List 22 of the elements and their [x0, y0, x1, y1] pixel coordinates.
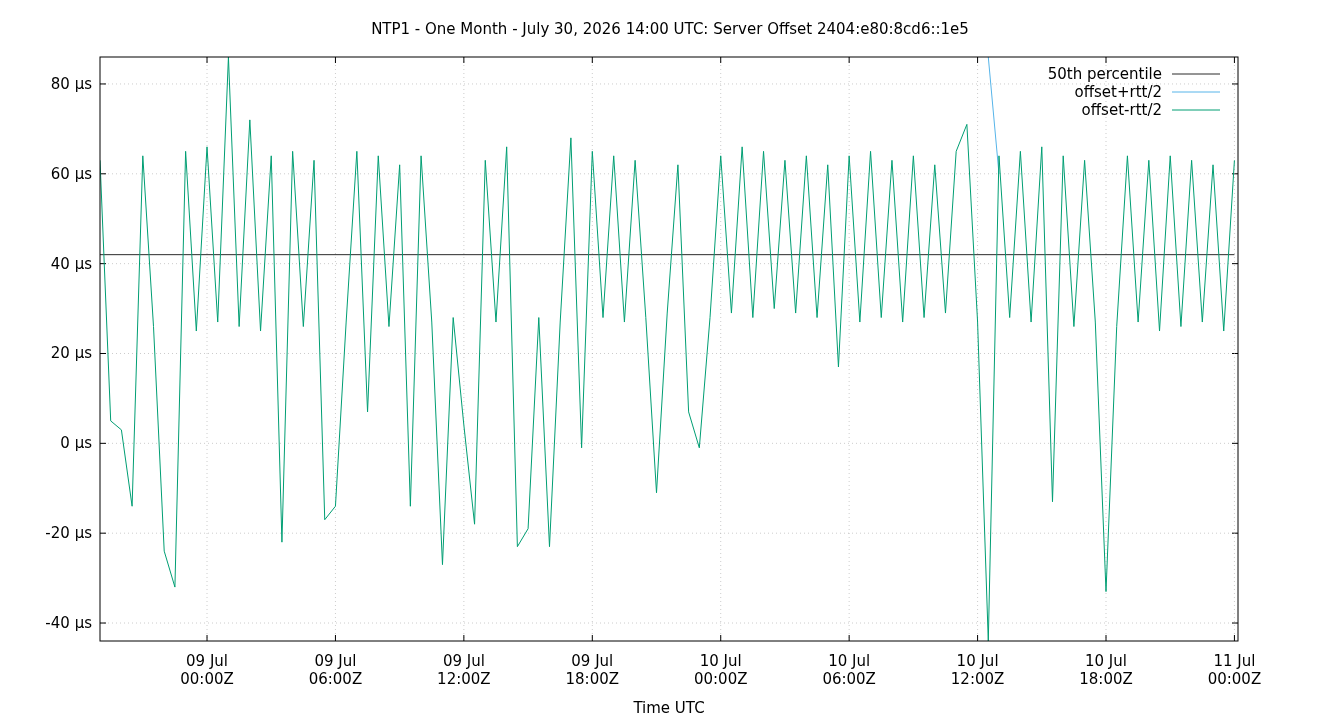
y-tick-label: -40 µs [45, 614, 93, 633]
x-tick-label: 09 Jul 06:00Z [308, 652, 363, 688]
legend-label: offset+rtt/2 [1074, 83, 1162, 101]
x-tick-label: 10 Jul 18:00Z [1079, 652, 1133, 688]
y-tick-label: 20 µs [50, 344, 93, 363]
y-tick-label: 80 µs [50, 74, 93, 93]
y-tick-label: -20 µs [45, 524, 93, 543]
y-tick-label: 60 µs [50, 164, 93, 183]
x-tick-label: 10 Jul 06:00Z [822, 652, 876, 688]
chart-title: NTP1 - One Month - July 30, 2026 14:00 UTC: Server Offset 2404:e80:8cd6::1e5 [371, 20, 969, 38]
y-tick-label: 40 µs [50, 254, 93, 273]
x-tick-label: 11 Jul 00:00Z [1207, 652, 1262, 688]
x-tick-label: 09 Jul 18:00Z [565, 652, 620, 688]
x-tick-label: 09 Jul 00:00Z [180, 652, 234, 688]
y-tick-label: 0 µs [60, 434, 93, 453]
x-tick-label: 10 Jul 12:00Z [950, 652, 1005, 688]
x-tick-label: 10 Jul 00:00Z [693, 652, 748, 688]
x-axis-title: Time UTC [632, 699, 705, 717]
legend-label: 50th percentile [1047, 65, 1162, 83]
x-tick-label: 09 Jul 12:00Z [437, 652, 491, 688]
legend-label: offset-rtt/2 [1081, 101, 1162, 119]
line-series [100, 57, 1235, 641]
